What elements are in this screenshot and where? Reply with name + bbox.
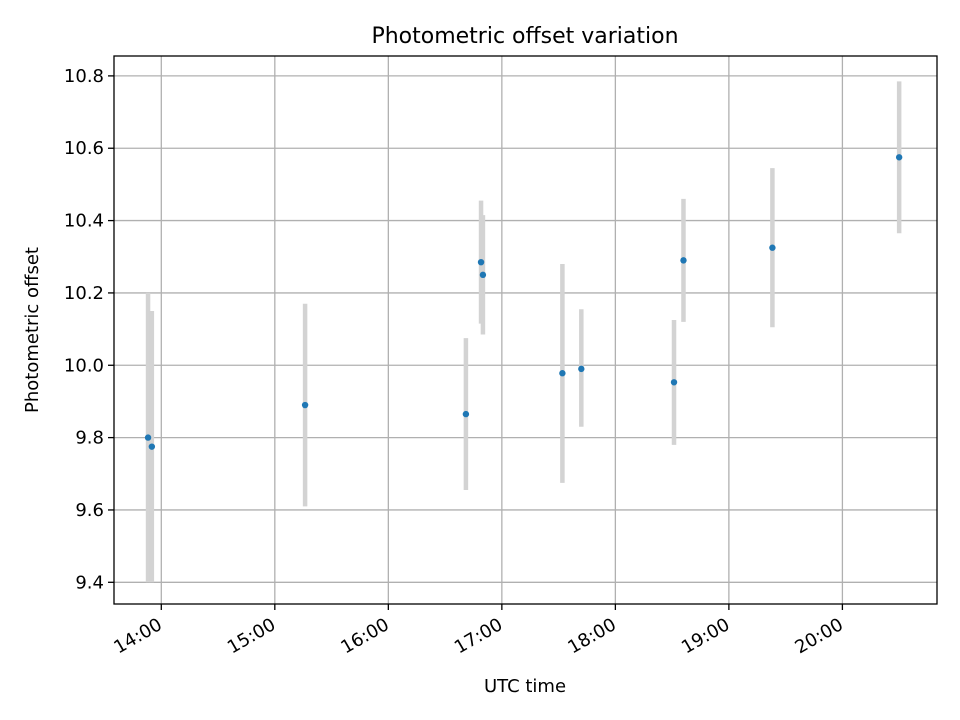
y-tick-label: 9.8 [75,428,104,449]
y-axis-ticks: 9.4 9.6 9.8 10.0 10.2 10.4 10.6 10.8 [64,66,114,593]
data-point [479,271,487,279]
y-tick-label: 10.0 [64,355,104,376]
data-points [144,154,903,450]
y-tick-label: 10.8 [64,66,104,87]
y-tick-label: 10.4 [64,211,104,232]
y-axis-label: Photometric offset [22,247,43,413]
plot-frame [113,55,938,605]
x-axis-label: UTC time [484,676,566,697]
data-point [462,410,470,418]
data-point [559,370,566,377]
chart-title: Photometric offset variation [371,24,678,49]
grid [114,56,937,604]
data-point [769,244,776,251]
data-point [578,365,585,373]
data-point [148,443,156,450]
y-tick-label: 10.2 [64,283,104,304]
data-point [144,434,152,441]
data-point [301,401,309,409]
data-point [895,154,903,161]
y-tick-label: 9.4 [75,572,104,593]
data-point [477,258,485,266]
data-point [680,257,687,264]
y-tick-label: 9.6 [75,500,104,521]
y-tick-label: 10.6 [64,138,104,159]
data-point [670,379,678,386]
